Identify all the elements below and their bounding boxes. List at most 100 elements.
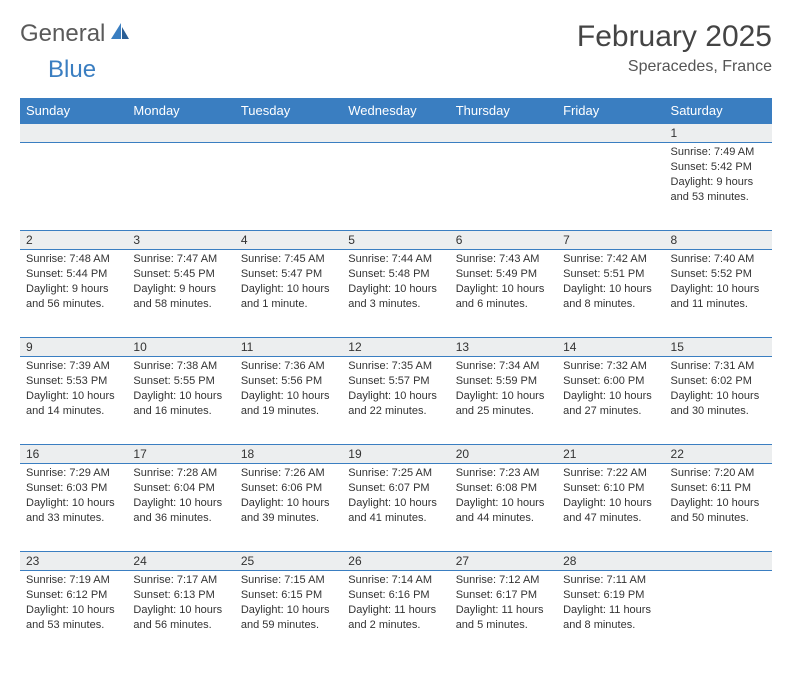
day-number-cell: 13 [450, 338, 557, 357]
day-number-cell: 1 [665, 124, 772, 143]
sunset-text: Sunset: 5:44 PM [26, 267, 121, 282]
sunset-text: Sunset: 6:11 PM [671, 481, 766, 496]
sunrise-text: Sunrise: 7:43 AM [456, 252, 551, 267]
day-number-cell: 12 [342, 338, 449, 357]
sunrise-text: Sunrise: 7:20 AM [671, 466, 766, 481]
day-cell: Sunrise: 7:40 AMSunset: 5:52 PMDaylight:… [665, 250, 772, 338]
sunset-text: Sunset: 6:03 PM [26, 481, 121, 496]
day-cell: Sunrise: 7:19 AMSunset: 6:12 PMDaylight:… [20, 571, 127, 659]
sunset-text: Sunset: 5:48 PM [348, 267, 443, 282]
day-number-cell: 20 [450, 445, 557, 464]
sunset-text: Sunset: 6:15 PM [241, 588, 336, 603]
sunrise-text: Sunrise: 7:29 AM [26, 466, 121, 481]
day-cell: Sunrise: 7:32 AMSunset: 6:00 PMDaylight:… [557, 357, 664, 445]
day-number-cell: 18 [235, 445, 342, 464]
day-number-cell [235, 124, 342, 143]
sunset-text: Sunset: 5:45 PM [133, 267, 228, 282]
daylight-text: Daylight: 10 hours and 44 minutes. [456, 496, 551, 526]
daylight-text: Daylight: 9 hours and 56 minutes. [26, 282, 121, 312]
calendar-table: SundayMondayTuesdayWednesdayThursdayFrid… [20, 98, 772, 659]
sunset-text: Sunset: 6:08 PM [456, 481, 551, 496]
sunrise-text: Sunrise: 7:47 AM [133, 252, 228, 267]
sunset-text: Sunset: 6:10 PM [563, 481, 658, 496]
day-cell: Sunrise: 7:20 AMSunset: 6:11 PMDaylight:… [665, 464, 772, 552]
day-cell: Sunrise: 7:17 AMSunset: 6:13 PMDaylight:… [127, 571, 234, 659]
day-cell: Sunrise: 7:42 AMSunset: 5:51 PMDaylight:… [557, 250, 664, 338]
daylight-text: Daylight: 10 hours and 53 minutes. [26, 603, 121, 633]
day-number-cell: 22 [665, 445, 772, 464]
day-number-row: 9101112131415 [20, 338, 772, 357]
sunrise-text: Sunrise: 7:36 AM [241, 359, 336, 374]
sail-icon [109, 21, 131, 48]
sunrise-text: Sunrise: 7:12 AM [456, 573, 551, 588]
sunrise-text: Sunrise: 7:48 AM [26, 252, 121, 267]
day-cell [127, 143, 234, 231]
daylight-text: Daylight: 11 hours and 2 minutes. [348, 603, 443, 633]
daylight-text: Daylight: 10 hours and 59 minutes. [241, 603, 336, 633]
sunset-text: Sunset: 5:59 PM [456, 374, 551, 389]
day-cell [450, 143, 557, 231]
daylight-text: Daylight: 10 hours and 50 minutes. [671, 496, 766, 526]
day-cell: Sunrise: 7:31 AMSunset: 6:02 PMDaylight:… [665, 357, 772, 445]
sunset-text: Sunset: 5:56 PM [241, 374, 336, 389]
day-cell: Sunrise: 7:29 AMSunset: 6:03 PMDaylight:… [20, 464, 127, 552]
sunset-text: Sunset: 6:12 PM [26, 588, 121, 603]
daylight-text: Daylight: 10 hours and 19 minutes. [241, 389, 336, 419]
day-cell: Sunrise: 7:12 AMSunset: 6:17 PMDaylight:… [450, 571, 557, 659]
daylight-text: Daylight: 10 hours and 47 minutes. [563, 496, 658, 526]
daylight-text: Daylight: 11 hours and 8 minutes. [563, 603, 658, 633]
sunset-text: Sunset: 6:19 PM [563, 588, 658, 603]
daylight-text: Daylight: 10 hours and 22 minutes. [348, 389, 443, 419]
day-number-cell: 15 [665, 338, 772, 357]
sunset-text: Sunset: 5:57 PM [348, 374, 443, 389]
day-content-row: Sunrise: 7:39 AMSunset: 5:53 PM Daylight:… [20, 357, 772, 445]
daylight-text: Daylight: 10 hours and 27 minutes. [563, 389, 658, 419]
daylight-text: Daylight: 10 hours and 6 minutes. [456, 282, 551, 312]
sunrise-text: Sunrise: 7:14 AM [348, 573, 443, 588]
daylight-text: Daylight: 10 hours and 36 minutes. [133, 496, 228, 526]
sunset-text: Sunset: 5:47 PM [241, 267, 336, 282]
day-content-row: Sunrise: 7:48 AMSunset: 5:44 PMDaylight:… [20, 250, 772, 338]
daylight-text: Daylight: 9 hours and 58 minutes. [133, 282, 228, 312]
day-cell: Sunrise: 7:38 AMSunset: 5:55 PMDaylight:… [127, 357, 234, 445]
sunset-text: Sunset: 6:16 PM [348, 588, 443, 603]
calendar-header-row: SundayMondayTuesdayWednesdayThursdayFrid… [20, 98, 772, 124]
day-number-row: 16171819202122 [20, 445, 772, 464]
day-number-cell: 7 [557, 231, 664, 250]
day-number-cell: 11 [235, 338, 342, 357]
weekday-header: Thursday [450, 98, 557, 124]
sunset-text: Sunset: 5:52 PM [671, 267, 766, 282]
day-cell [20, 143, 127, 231]
day-cell: Sunrise: 7:45 AMSunset: 5:47 PMDaylight:… [235, 250, 342, 338]
daylight-text: Daylight: 10 hours and 33 minutes. [26, 496, 121, 526]
day-number-cell [557, 124, 664, 143]
day-number-cell: 21 [557, 445, 664, 464]
day-cell: Sunrise: 7:34 AMSunset: 5:59 PMDaylight:… [450, 357, 557, 445]
daylight-text: Daylight: 10 hours and 16 minutes. [133, 389, 228, 419]
day-number-cell: 10 [127, 338, 234, 357]
day-number-cell: 3 [127, 231, 234, 250]
title-block: February 2025 Speracedes, France [577, 20, 772, 76]
sunrise-text: Sunrise: 7:23 AM [456, 466, 551, 481]
day-number-cell: 14 [557, 338, 664, 357]
sunrise-text: Sunrise: 7:49 AM [671, 145, 766, 160]
day-cell [557, 143, 664, 231]
daylight-text: Daylight: 10 hours and 3 minutes. [348, 282, 443, 312]
sunrise-text: Sunrise: 7:34 AM [456, 359, 551, 374]
weekday-header: Tuesday [235, 98, 342, 124]
sunrise-text: Sunrise: 7:39 AM [26, 359, 121, 374]
logo-text-blue: Blue [48, 56, 96, 83]
day-number-row: 1 [20, 124, 772, 143]
sunrise-text: Sunrise: 7:19 AM [26, 573, 121, 588]
day-number-cell: 25 [235, 552, 342, 571]
day-number-cell [665, 552, 772, 571]
sunset-text: Sunset: 5:53 PM [26, 374, 121, 389]
sunrise-text: Sunrise: 7:31 AM [671, 359, 766, 374]
day-cell: Sunrise: 7:48 AMSunset: 5:44 PMDaylight:… [20, 250, 127, 338]
day-number-cell: 24 [127, 552, 234, 571]
day-number-cell: 17 [127, 445, 234, 464]
sunset-text: Sunset: 6:04 PM [133, 481, 228, 496]
sunrise-text: Sunrise: 7:11 AM [563, 573, 658, 588]
daylight-text: Daylight: 10 hours and 30 minutes. [671, 389, 766, 419]
sunrise-text: Sunrise: 7:32 AM [563, 359, 658, 374]
